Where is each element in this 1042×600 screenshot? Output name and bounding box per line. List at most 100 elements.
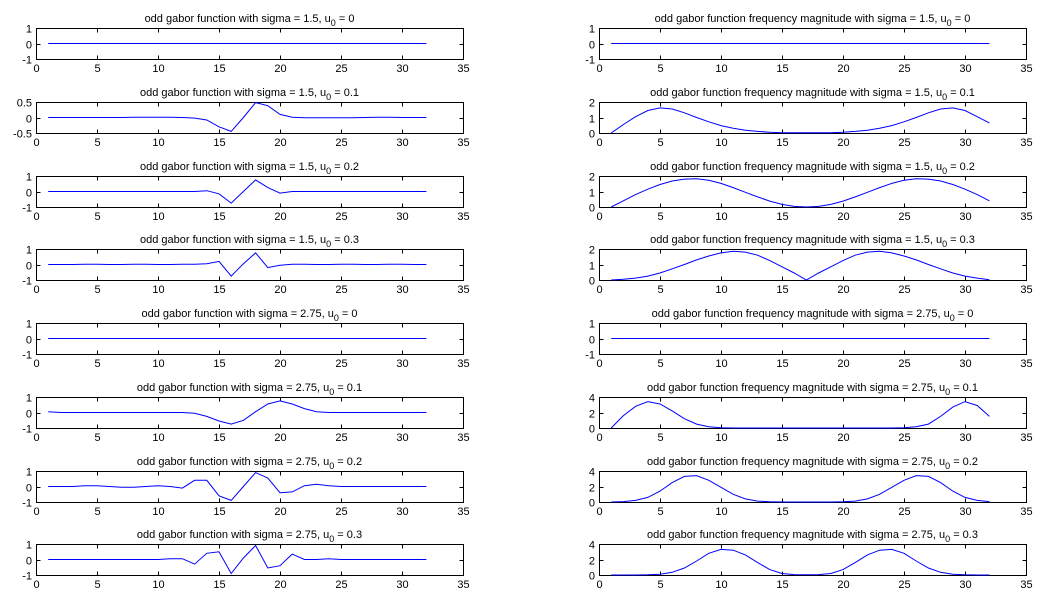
y-tick-label: -1 [585, 55, 595, 67]
x-tick-label: 10 [152, 284, 164, 296]
x-tick-label: 30 [396, 211, 408, 223]
x-tick-label: 20 [837, 63, 849, 75]
y-tick-label: 1 [26, 540, 32, 552]
subplot-9: odd gabor function with sigma = 2.75, u0… [22, 308, 469, 370]
x-tick-label: 30 [396, 137, 408, 149]
y-tick-label: -1 [22, 55, 32, 67]
subplot-title: odd gabor function with sigma = 2.75, u0… [137, 382, 362, 397]
x-tick-label: 10 [152, 211, 164, 223]
subplot-8: odd gabor function frequency magnitude w… [589, 234, 1033, 296]
x-tick-label: 35 [1020, 211, 1032, 223]
subplot-title: odd gabor function frequency magnitude w… [647, 382, 978, 397]
y-tick-label: 0 [589, 424, 595, 436]
subplot-title: odd gabor function frequency magnitude w… [655, 13, 971, 28]
y-tick-label: -1 [22, 350, 32, 362]
y-tick-label: 1 [589, 319, 595, 331]
x-tick-label: 15 [213, 137, 225, 149]
x-tick-label: 10 [152, 506, 164, 518]
x-tick-label: 10 [715, 358, 727, 370]
x-tick-label: 30 [396, 63, 408, 75]
x-tick-label: 35 [457, 63, 469, 75]
y-tick-label: 2 [589, 556, 595, 568]
x-tick-label: 0 [33, 579, 39, 591]
x-tick-label: 30 [959, 579, 971, 591]
x-tick-label: 25 [335, 358, 347, 370]
series-line [610, 107, 990, 134]
y-tick-label: -1 [22, 571, 32, 583]
axes-box [599, 544, 1027, 576]
subplot-11: odd gabor function with sigma = 2.75, u0… [22, 382, 469, 444]
x-tick-label: 0 [596, 211, 602, 223]
subplot-4: odd gabor function frequency magnitude w… [589, 87, 1033, 149]
x-tick-label: 30 [959, 358, 971, 370]
y-tick-label: 0 [589, 203, 595, 215]
subplot-3: odd gabor function with sigma = 1.5, u0 … [13, 87, 470, 149]
y-tick-label: 1 [589, 114, 595, 126]
subplot-2: odd gabor function frequency magnitude w… [585, 13, 1032, 75]
y-tick-label: 0 [26, 261, 32, 273]
subplot-title: odd gabor function frequency magnitude w… [647, 529, 978, 544]
series-line [611, 475, 990, 503]
y-tick-label: 2 [589, 483, 595, 495]
series-line [610, 178, 990, 208]
y-tick-label: 0 [26, 409, 32, 421]
x-tick-label: 35 [1020, 579, 1032, 591]
x-tick-label: 20 [837, 284, 849, 296]
x-tick-label: 30 [959, 211, 971, 223]
y-tick-label: 0 [589, 571, 595, 583]
x-tick-label: 0 [596, 358, 602, 370]
subplot-12: odd gabor function frequency magnitude w… [589, 382, 1033, 444]
x-tick-label: 10 [715, 432, 727, 444]
x-tick-label: 35 [457, 137, 469, 149]
x-tick-label: 35 [1020, 284, 1032, 296]
x-tick-label: 15 [213, 284, 225, 296]
subplot-15: odd gabor function with sigma = 2.75, u0… [22, 529, 469, 591]
y-tick-label: 1 [589, 188, 595, 200]
x-tick-label: 25 [335, 579, 347, 591]
x-tick-label: 30 [396, 506, 408, 518]
x-tick-label: 30 [396, 579, 408, 591]
subplot-14: odd gabor function frequency magnitude w… [589, 456, 1033, 518]
x-tick-label: 5 [94, 137, 100, 149]
x-tick-label: 0 [596, 506, 602, 518]
subplot-title: odd gabor function with sigma = 2.75, u0… [142, 308, 358, 323]
y-tick-label: -1 [22, 276, 32, 288]
y-tick-label: 0 [589, 335, 595, 347]
x-tick-label: 30 [959, 432, 971, 444]
axes-box [599, 397, 1027, 429]
y-tick-label: 0 [589, 40, 595, 52]
x-tick-label: 15 [776, 506, 788, 518]
x-tick-label: 10 [152, 358, 164, 370]
x-tick-label: 10 [152, 579, 164, 591]
subplot-7: odd gabor function with sigma = 1.5, u0 … [22, 234, 469, 296]
x-tick-label: 5 [94, 284, 100, 296]
x-tick-label: 15 [213, 506, 225, 518]
x-tick-label: 35 [457, 506, 469, 518]
x-tick-label: 25 [898, 579, 910, 591]
x-tick-label: 10 [715, 506, 727, 518]
y-tick-label: 0 [26, 114, 32, 126]
x-tick-label: 30 [959, 284, 971, 296]
x-tick-label: 5 [94, 506, 100, 518]
y-tick-label: -1 [22, 203, 32, 215]
x-tick-label: 20 [837, 211, 849, 223]
y-tick-label: 0 [589, 129, 595, 141]
x-tick-label: 30 [396, 358, 408, 370]
x-tick-label: 25 [898, 63, 910, 75]
y-tick-label: 2 [589, 409, 595, 421]
x-tick-label: 0 [33, 137, 39, 149]
y-tick-label: 1 [26, 172, 32, 184]
x-tick-label: 0 [596, 284, 602, 296]
x-tick-label: 5 [94, 432, 100, 444]
y-tick-label: -1 [585, 350, 595, 362]
x-tick-label: 25 [898, 506, 910, 518]
x-tick-label: 5 [657, 579, 663, 591]
x-tick-label: 5 [657, 63, 663, 75]
x-tick-label: 15 [776, 63, 788, 75]
x-tick-label: 5 [657, 358, 663, 370]
axes-box [599, 249, 1027, 281]
x-tick-label: 5 [657, 432, 663, 444]
x-tick-label: 20 [837, 358, 849, 370]
subplot-title: odd gabor function frequency magnitude w… [650, 87, 975, 102]
x-tick-label: 25 [335, 211, 347, 223]
